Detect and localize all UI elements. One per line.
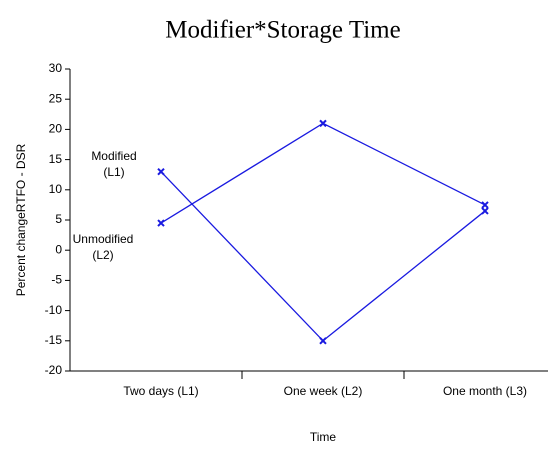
y-tick-label: -15	[45, 333, 63, 347]
series-label: Modified (L1)	[91, 148, 137, 179]
y-tick-label: 5	[55, 212, 62, 226]
point	[319, 337, 327, 345]
y-tick-label: 0	[55, 242, 62, 256]
x-tick-label: Two days (L1)	[123, 384, 198, 398]
series-label: Unmodified (L2)	[72, 232, 134, 263]
series-line	[160, 122, 486, 224]
y-axis-label: Percent changeRTFO - DSR	[14, 143, 28, 296]
x-tick-label: One month (L3)	[443, 384, 527, 398]
point	[319, 119, 327, 128]
y-tick-label: -20	[45, 363, 63, 377]
x-tick-label: One week (L2)	[284, 384, 363, 398]
y-tick-label: 15	[49, 152, 63, 166]
point	[157, 219, 165, 227]
point	[481, 201, 489, 209]
y-tick-label: -5	[51, 273, 62, 287]
y-tick-label: 25	[49, 91, 63, 105]
y-tick-label: 10	[49, 182, 63, 196]
point	[157, 167, 165, 176]
point	[481, 207, 489, 215]
y-tick-label: -10	[45, 303, 63, 317]
x-axis-label: Time	[310, 430, 337, 444]
y-tick-label: 30	[49, 61, 63, 75]
series-line	[160, 171, 486, 342]
y-tick-label: 20	[49, 122, 63, 136]
chart-title: Modifier*Storage Time	[165, 17, 400, 44]
